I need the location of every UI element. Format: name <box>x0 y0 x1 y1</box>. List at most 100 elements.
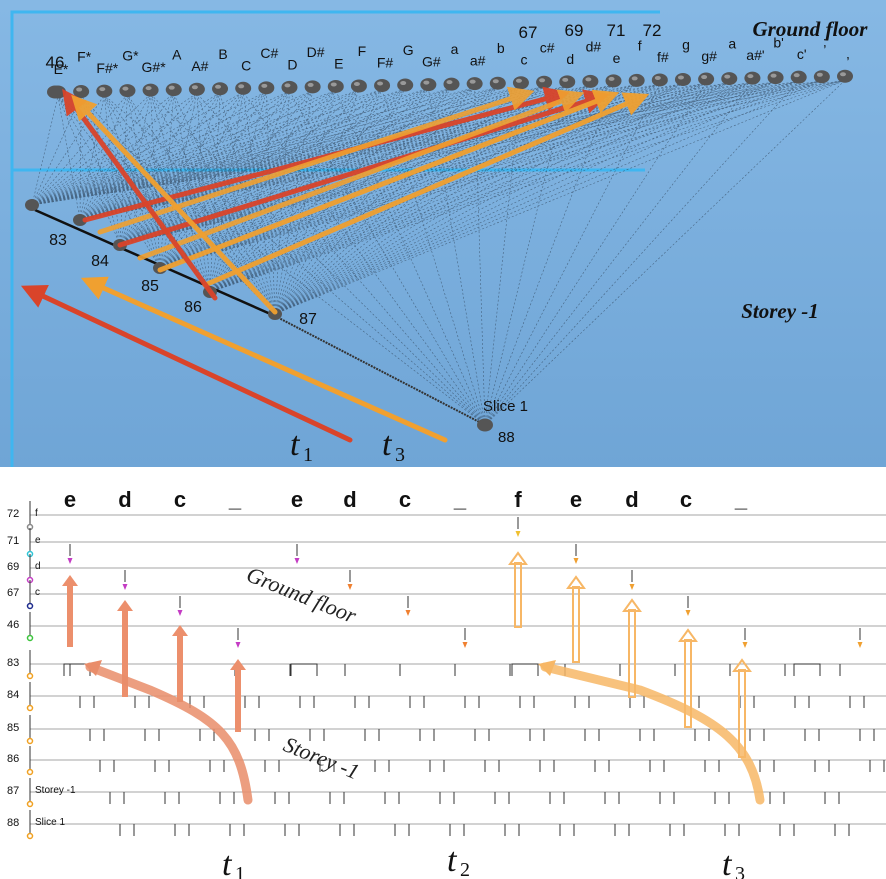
spike <box>685 596 691 616</box>
storey-label: 84 <box>91 253 109 270</box>
raster-row: 69 d <box>7 554 886 584</box>
storey-label: 86 <box>184 299 202 316</box>
time-label-sub: 1 <box>235 863 245 879</box>
row-number: 72 <box>7 508 19 520</box>
spike-marks <box>63 517 885 836</box>
neuron <box>489 76 506 90</box>
row-tag: e <box>35 535 41 546</box>
note-headers: e d c _ e d c _ f e d c _ <box>64 487 748 512</box>
neuron <box>674 73 691 87</box>
row-number: 83 <box>7 657 19 669</box>
time-label-sub: 2 <box>460 859 470 879</box>
time-label-sub: 1 <box>303 444 313 466</box>
slice-chain <box>274 315 486 426</box>
note-label: G# <box>422 54 441 70</box>
neuron <box>165 83 182 97</box>
note-label: a#' <box>746 47 764 63</box>
neuron <box>651 73 668 87</box>
storey-chain <box>34 208 276 318</box>
neuron <box>420 78 437 92</box>
neuron-number: 67 <box>519 23 538 42</box>
row-number: 46 <box>7 619 19 631</box>
time-label: t <box>447 842 458 879</box>
neuron <box>304 80 321 94</box>
note-header: d <box>343 487 356 512</box>
spike <box>405 596 411 616</box>
bracket <box>290 663 318 676</box>
raster-row: 88 Slice 1 <box>7 810 886 840</box>
note-header: _ <box>228 487 242 512</box>
activation-arrows <box>20 86 650 443</box>
note-header: _ <box>734 487 748 512</box>
note-label: F#* <box>96 60 118 76</box>
storey-neuron <box>25 199 39 211</box>
row-number: 88 <box>7 817 19 829</box>
note-label: a <box>728 36 736 52</box>
neuron <box>235 81 252 95</box>
note-label: A <box>172 47 182 63</box>
note-label: F* <box>77 49 92 65</box>
neuron <box>142 83 159 97</box>
neuron <box>397 78 414 92</box>
neuron <box>813 70 830 84</box>
note-label: a <box>451 41 459 57</box>
note-label: c# <box>540 39 555 55</box>
raster-row: 87 Storey -1 <box>7 778 886 808</box>
raster-rows: 72 f 71 e 69 d 67 c 46 83 84 85 86 87 Storey -1 88 Slice… <box>7 501 886 840</box>
up-arrow <box>566 575 586 663</box>
neuron <box>605 74 622 88</box>
note-label: C <box>241 57 251 73</box>
curved-arrows <box>84 660 765 805</box>
bracket <box>511 663 539 676</box>
neuron <box>767 71 784 85</box>
spike <box>67 544 73 564</box>
neuron <box>582 74 599 88</box>
note-label: d <box>566 51 574 67</box>
neuron-number: 69 <box>565 21 584 40</box>
row-tag: f <box>35 508 38 519</box>
time-label: t <box>722 846 733 879</box>
spike <box>462 628 468 648</box>
spike <box>294 544 300 564</box>
neuron <box>698 72 715 86</box>
storey-title: Storey -1 <box>741 299 819 323</box>
raster-row: 72 f <box>7 501 886 531</box>
time-label: t <box>222 846 233 879</box>
note-label: C# <box>260 45 278 61</box>
raster-row: 71 e <box>7 528 886 558</box>
note-label: F# <box>377 55 394 71</box>
neuron <box>350 79 367 93</box>
neuron-number: 72 <box>643 21 662 40</box>
spike <box>122 570 128 590</box>
note-label: a# <box>470 53 486 69</box>
neuron <box>212 82 229 96</box>
note-label: c' <box>797 46 807 62</box>
raster-row: 83 <box>7 650 886 680</box>
spike <box>857 628 863 648</box>
slice-neuron <box>477 418 493 432</box>
note-label: c <box>520 52 527 68</box>
neuron-46 <box>47 85 63 99</box>
spike <box>742 628 748 648</box>
slice-label: Slice 1 <box>483 398 528 415</box>
note-header: c <box>399 487 411 512</box>
storey-number-labels: 83 84 85 86 87 <box>49 232 317 328</box>
up-arrow <box>678 628 698 728</box>
note-header: e <box>570 487 582 512</box>
row-number: 85 <box>7 722 19 734</box>
neuron <box>837 69 853 83</box>
time-label-sub: 3 <box>395 444 405 466</box>
up-arrow <box>62 575 78 647</box>
up-arrow <box>622 598 642 698</box>
time-label: t <box>290 426 301 463</box>
network-diagram-panel: Ground floor Storey -1 Slice 1 88 E*F*F#… <box>0 0 886 467</box>
neuron <box>327 79 344 93</box>
row-tag: d <box>35 561 41 572</box>
storey-label: 83 <box>49 232 67 249</box>
neuron <box>536 75 553 89</box>
up-arrow <box>172 625 188 702</box>
up-arrow <box>230 659 246 732</box>
note-label: G* <box>122 48 139 64</box>
